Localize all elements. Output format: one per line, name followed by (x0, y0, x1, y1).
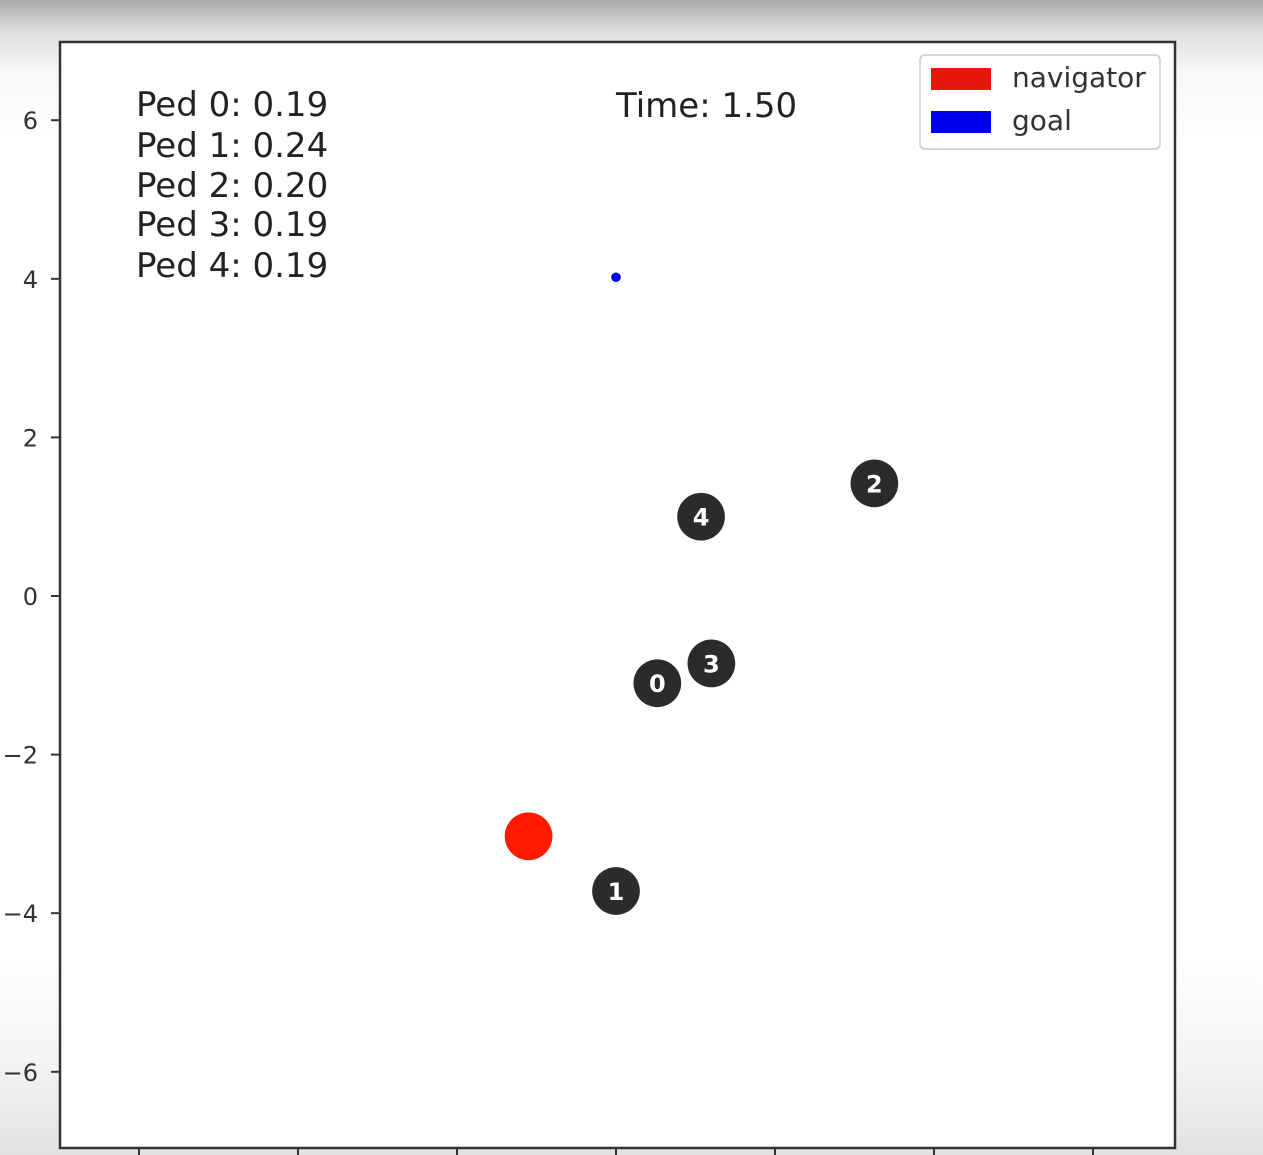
pedestrian-4 (677, 492, 725, 541)
legend-label-goal: goal (1012, 104, 1072, 137)
legend-label-navigator: navigator (1012, 61, 1146, 94)
x-axis-ticks (138, 1148, 1094, 1155)
legend-swatch-navigator (931, 68, 991, 90)
y-axis-ticks: 6 4 2 0 −2 −4 −6 (3, 107, 60, 1087)
legend: navigator goal (919, 54, 1161, 150)
pedestrian-2 (850, 459, 899, 508)
pedestrian-id-label: 4 (693, 504, 710, 532)
ped-label-3: Ped 3: 0.19 (136, 205, 328, 245)
pedestrian-0 (633, 659, 682, 708)
ped-label-4: Ped 4: 0.19 (136, 246, 328, 286)
y-tick-label: −6 (3, 1059, 38, 1087)
pedestrian-values-block: Ped 0: 0.19 Ped 1: 0.24 Ped 2: 0.20 Ped … (136, 85, 328, 286)
y-tick-label: 2 (23, 424, 38, 452)
pedestrian-1 (592, 867, 640, 915)
navigator-agent (504, 812, 553, 861)
plot-marks: 0 1 2 3 4 (504, 272, 899, 915)
pedestrian-id-label: 1 (608, 878, 625, 906)
pedestrian-3 (687, 639, 736, 688)
ped-label-0: Ped 0: 0.19 (136, 85, 328, 125)
legend-swatch-goal (931, 111, 991, 133)
y-tick-label: −4 (3, 900, 38, 928)
ped-label-2: Ped 2: 0.20 (136, 166, 328, 206)
ped-label-1: Ped 1: 0.24 (136, 126, 328, 166)
plot-area (58, 40, 1177, 1150)
pedestrian-id-label: 2 (866, 470, 883, 498)
time-label: Time: 1.50 (615, 86, 797, 126)
pedestrian-id-label: 3 (703, 650, 720, 678)
y-tick-label: 4 (23, 266, 38, 294)
pedestrian-id-label: 0 (649, 670, 666, 698)
y-tick-label: −2 (3, 742, 38, 770)
goal-point (611, 272, 621, 282)
y-tick-label: 6 (23, 107, 38, 135)
y-tick-label: 0 (23, 583, 38, 611)
axes (58, 40, 1177, 1150)
